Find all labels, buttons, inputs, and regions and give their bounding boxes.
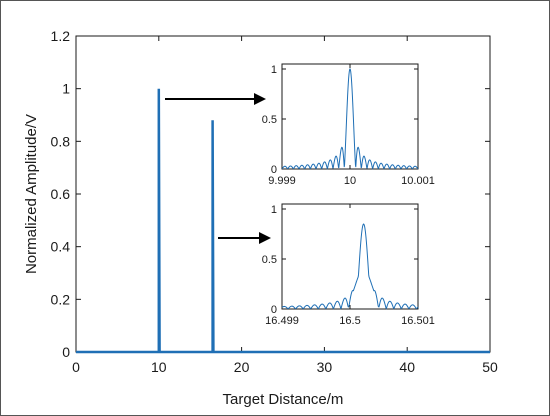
y-tick-label: 0.8	[51, 133, 71, 149]
inset-x-tick-label: 16.5	[339, 315, 360, 327]
x-tick-label: 10	[151, 359, 167, 375]
x-axis-label: Target Distance/m	[223, 391, 344, 408]
inset-bottom: 16.499 16.5 16.501 0 0.5 1	[262, 203, 435, 327]
y-tick-label: 1	[62, 81, 70, 97]
inset-x-tick-label: 16.499	[265, 315, 299, 327]
inset-y-tick-label: 1	[271, 204, 277, 216]
inset-series-line	[281, 223, 419, 310]
y-tick-label: 0.6	[51, 186, 71, 202]
y-axis-label: Normalized Amplitude/V	[23, 114, 40, 274]
inset-box	[281, 203, 419, 310]
callout-arrows	[165, 93, 271, 244]
arrow-bottom-head	[259, 232, 271, 244]
y-tick-label: 0.4	[51, 239, 71, 255]
inset-y-tick-label: 1	[271, 64, 277, 76]
inset-top: 9.999 10 10.001 0 0.5 1	[262, 63, 435, 187]
inset-box	[281, 63, 419, 170]
x-tick-label: 50	[482, 359, 498, 375]
inset-y-tick-label: 0	[271, 304, 277, 316]
x-tick-label: 40	[399, 359, 415, 375]
x-tick-label: 20	[234, 359, 250, 375]
inset-series-line	[281, 67, 419, 170]
y-tick-label: 0	[62, 344, 70, 360]
inset-y-tick-label: 0.5	[262, 254, 277, 266]
inset-x-tick-label: 10.001	[401, 175, 435, 187]
y-tick-label: 0.2	[51, 291, 71, 307]
inset-x-tick-label: 10	[344, 175, 356, 187]
y-tick-label: 1.2	[51, 28, 71, 44]
arrow-top-head	[254, 93, 266, 105]
inset-y-tick-label: 0	[271, 164, 277, 176]
inset-x-tick-label: 9.999	[268, 175, 296, 187]
series-line-main	[76, 88, 490, 354]
x-tick-label: 0	[72, 359, 80, 375]
x-tick-label: 30	[317, 359, 333, 375]
inset-y-tick-label: 0.5	[262, 114, 277, 126]
inset-x-tick-label: 16.501	[401, 315, 435, 327]
